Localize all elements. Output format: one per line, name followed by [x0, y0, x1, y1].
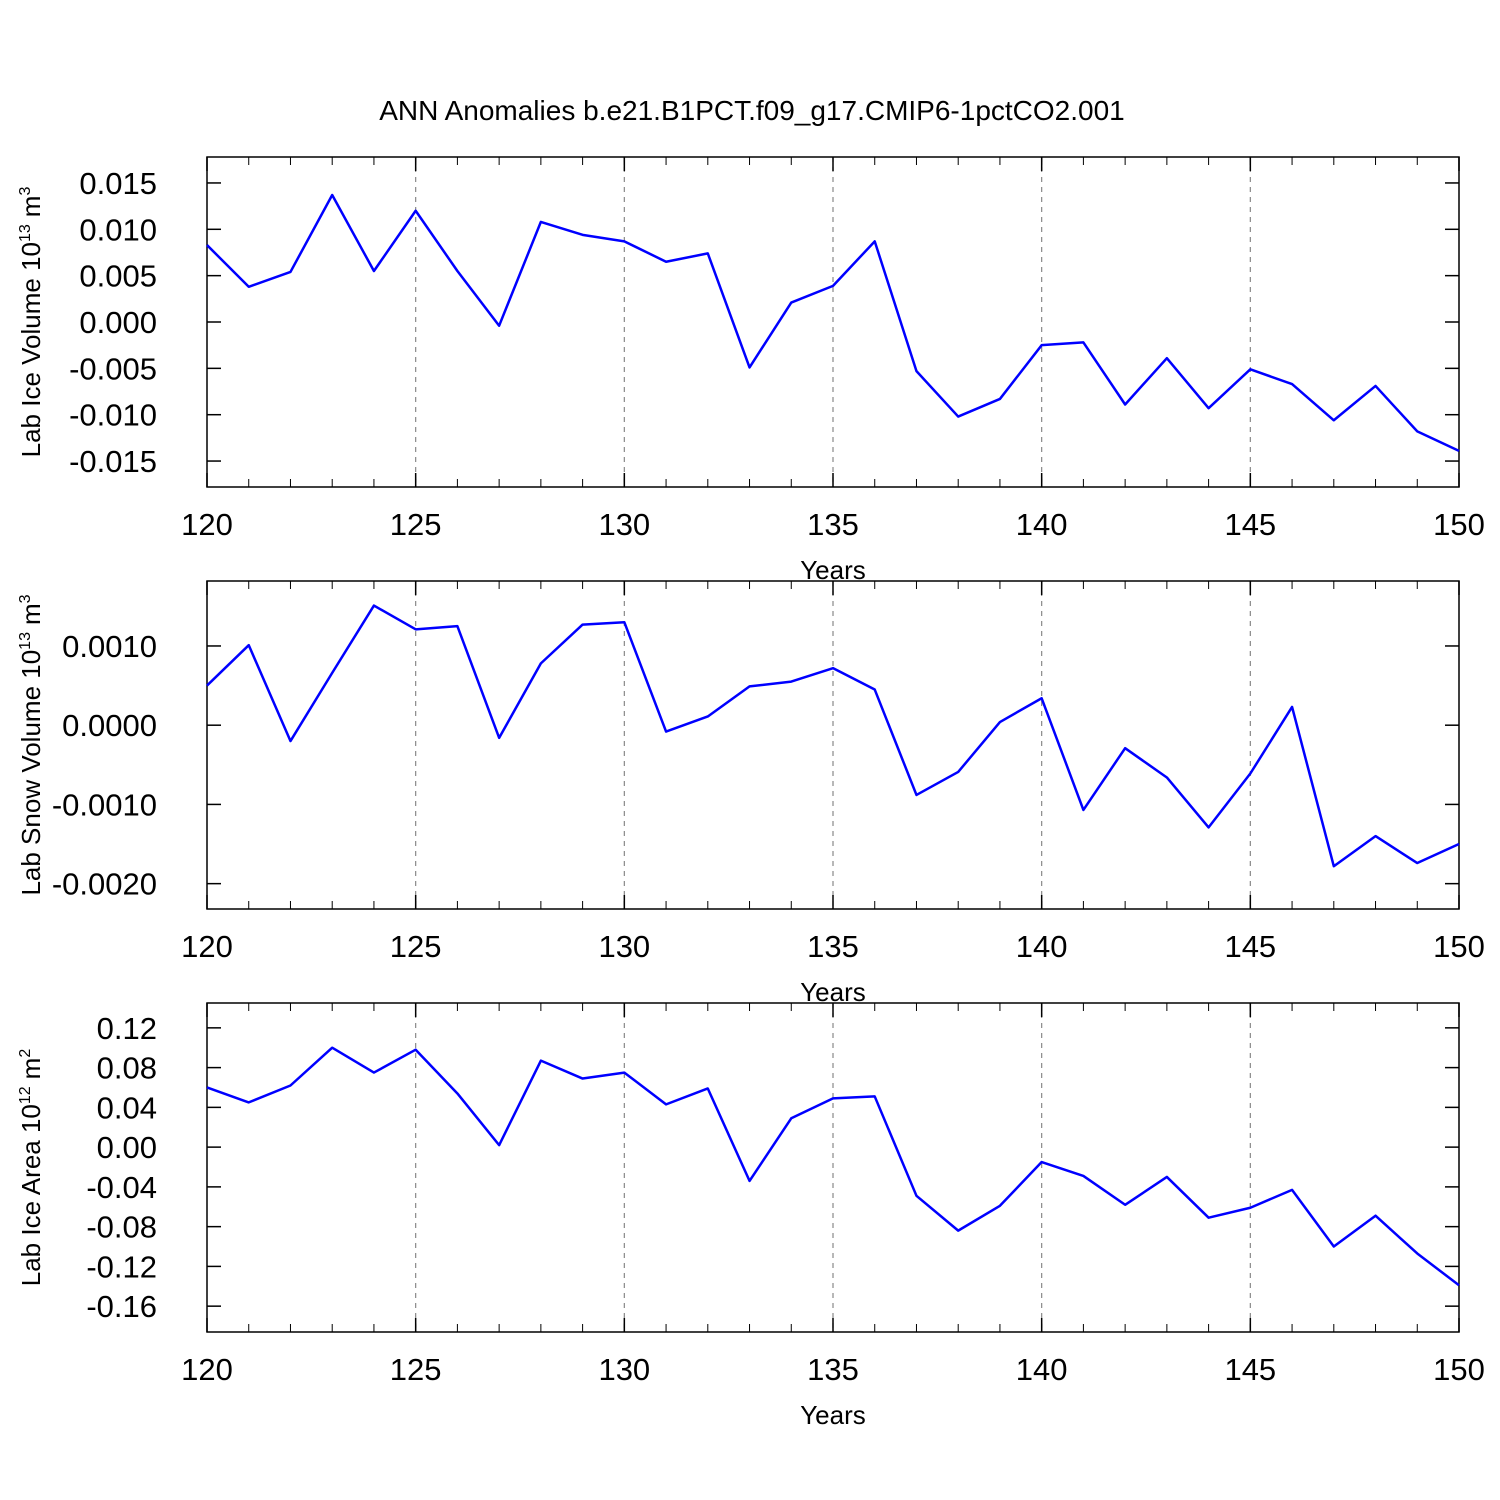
panel: 120 125 130 135 140 145 150 0.12 0.08 0.04 0.00 -0.…	[16, 1002, 1485, 1430]
x-tick-label: 130	[598, 929, 650, 964]
y-tick-label: 0.0000	[62, 708, 157, 743]
y-tick-label: -0.04	[86, 1170, 157, 1205]
x-axis-title: Years	[800, 555, 866, 585]
y-tick-label: 0.0010	[62, 629, 157, 664]
x-tick-label: 125	[390, 1352, 442, 1387]
x-tick-label: 130	[598, 507, 650, 542]
x-tick-label: 150	[1433, 929, 1485, 964]
data-line	[206, 193, 1460, 452]
x-tick-label: 150	[1433, 507, 1485, 542]
y-axis-title-exp: 13	[17, 632, 34, 650]
data-line	[206, 604, 1460, 868]
data-line	[206, 1046, 1460, 1287]
x-axis-title: Years	[800, 977, 866, 1007]
y-axis-title-unit-exp: 3	[17, 187, 34, 196]
y-tick-label: -0.16	[86, 1289, 157, 1324]
x-tick-label: 145	[1224, 507, 1276, 542]
y-tick-label: -0.08	[86, 1210, 157, 1245]
y-tick-label: -0.0010	[52, 787, 157, 822]
y-axis-title: Lab Ice Area 1012 m2	[16, 1049, 46, 1287]
x-tick-label: 145	[1224, 929, 1276, 964]
x-tick-label: 135	[807, 507, 859, 542]
y-tick-label: -0.015	[69, 444, 157, 479]
y-axis-title-text: Lab Ice Volume 10	[16, 242, 46, 457]
y-tick-label: -0.0020	[52, 867, 157, 902]
x-tick-label: 125	[390, 929, 442, 964]
panel: 120 125 130 135 140 145 150 0.0010 0.0000 -0.0010…	[16, 580, 1485, 1007]
y-tick-label: 0.010	[79, 212, 157, 247]
y-axis-title-unit-exp: 2	[17, 1049, 34, 1058]
y-tick-label: 0.12	[97, 1011, 157, 1046]
x-tick-label: 125	[390, 507, 442, 542]
y-axis-title-unit-exp: 3	[17, 594, 34, 603]
y-tick-label: -0.010	[69, 398, 157, 433]
y-axis-title-unit: m	[16, 603, 46, 625]
x-tick-label: 135	[807, 1352, 859, 1387]
x-tick-label: 120	[181, 507, 233, 542]
y-axis-title-unit: m	[16, 1058, 46, 1080]
x-tick-label: 140	[1016, 929, 1068, 964]
y-tick-label: -0.005	[69, 351, 157, 386]
y-tick-label: 0.015	[79, 166, 157, 201]
x-tick-label: 145	[1224, 1352, 1276, 1387]
x-tick-label: 150	[1433, 1352, 1485, 1387]
panel: 120 125 130 135 140 145 150 0.015 0.010 0.005 0.00…	[16, 156, 1485, 585]
x-tick-label: 120	[181, 1352, 233, 1387]
x-tick-label: 120	[181, 929, 233, 964]
y-axis-title-exp: 13	[17, 224, 34, 242]
y-tick-label: 0.000	[79, 305, 157, 340]
y-axis-title-unit: m	[16, 196, 46, 218]
y-axis-title-text: Lab Snow Volume 10	[16, 650, 46, 896]
y-tick-label: -0.12	[86, 1249, 157, 1284]
y-axis-title: Lab Ice Volume 1013 m3	[16, 187, 46, 458]
y-axis-title-exp: 12	[17, 1086, 34, 1104]
y-axis-title-text: Lab Ice Area 10	[16, 1104, 46, 1286]
chart-title: ANN Anomalies b.e21.B1PCT.f09_g17.CMIP6-…	[379, 95, 1125, 126]
x-axis-title: Years	[800, 1400, 866, 1430]
y-axis-title: Lab Snow Volume 1013 m3	[16, 594, 46, 895]
y-tick-label: 0.005	[79, 259, 157, 294]
x-tick-label: 130	[598, 1352, 650, 1387]
y-tick-label: 0.00	[97, 1130, 157, 1165]
y-tick-label: 0.08	[97, 1051, 157, 1086]
x-tick-label: 135	[807, 929, 859, 964]
x-tick-label: 140	[1016, 507, 1068, 542]
x-tick-label: 140	[1016, 1352, 1068, 1387]
y-tick-label: 0.04	[97, 1090, 157, 1125]
